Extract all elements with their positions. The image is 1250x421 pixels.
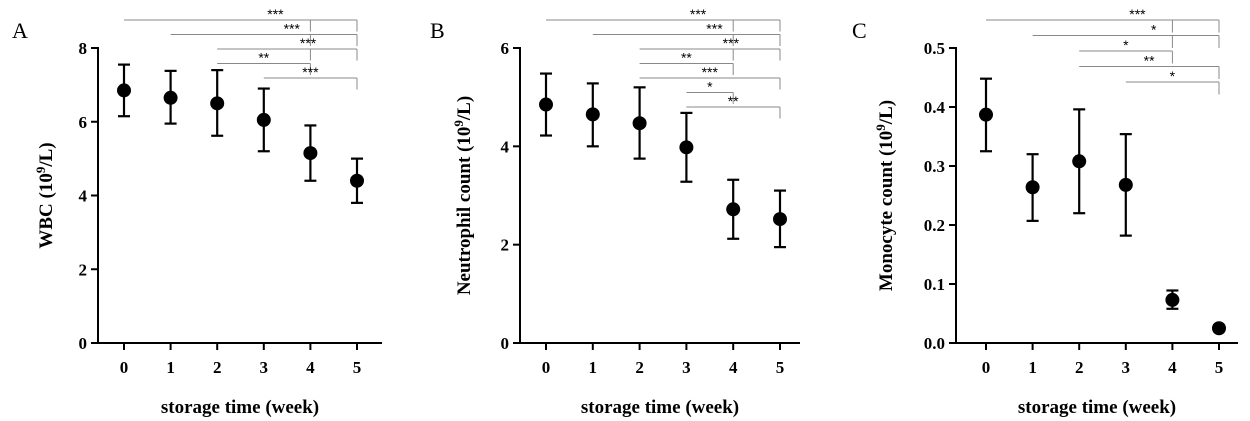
- data-point: [1025, 180, 1040, 195]
- significance-label: **: [258, 50, 269, 66]
- significance-label: ***: [284, 21, 301, 37]
- x-tick-label: 3: [260, 358, 269, 377]
- x-tick-label: 0: [982, 358, 991, 377]
- y-axis-title-unit: /L): [876, 100, 897, 125]
- y-axis-title-unit: /L): [36, 142, 57, 167]
- y-axis-title-unit: /L): [454, 96, 475, 121]
- x-tick-label: 1: [1028, 358, 1037, 377]
- x-tick-label: 1: [589, 358, 598, 377]
- data-point: [585, 107, 600, 122]
- data-point: [1118, 177, 1133, 192]
- x-tick-label: 0: [542, 358, 551, 377]
- x-tick-label: 2: [635, 358, 644, 377]
- panel-c: C 0.0 0.1 0.2 0.3 0.4 0.5 0 1 2 3 4 5 storage time (…: [852, 6, 1238, 418]
- significance-label: ***: [300, 35, 317, 51]
- data-point: [210, 96, 225, 111]
- y-tick-label: 4: [79, 187, 88, 206]
- data-point: [117, 83, 131, 98]
- significance-label: ***: [723, 35, 740, 51]
- significance-label: ***: [267, 6, 284, 22]
- data-point: [679, 140, 694, 155]
- data-point: [726, 202, 741, 217]
- y-tick-label: 2: [79, 260, 88, 279]
- x-tick-label: 3: [682, 358, 691, 377]
- y-tick-label: 6: [501, 39, 510, 58]
- panel-a: A 0 2 4 6 8 0 1 2 3 4 5 storage time (week) WBC (109…: [12, 6, 382, 418]
- significance-label: ***: [702, 64, 719, 80]
- x-tick-label: 4: [729, 358, 738, 377]
- significance-label: **: [1144, 53, 1155, 69]
- y-tick-label: 4: [501, 137, 510, 156]
- y-axis-title-superscript: 9: [873, 124, 888, 131]
- plot-area-c: 0.0 0.1 0.2 0.3 0.4 0.5 0 1 2 3 4 5 storage time (we…: [873, 6, 1238, 418]
- y-tick-label: 0.1: [924, 275, 945, 294]
- y-tick-label: 0.2: [924, 216, 945, 235]
- y-axis-title: Neutrophil count (109/L): [451, 96, 475, 295]
- significance-label: *: [707, 79, 713, 95]
- data-point: [539, 97, 553, 112]
- y-axis-title-text: WBC (10: [36, 173, 57, 248]
- x-tick-label: 3: [1122, 358, 1131, 377]
- data-point: [1212, 321, 1226, 336]
- y-tick-label: 8: [79, 39, 88, 58]
- y-axis-title-text: Neutrophil count (10: [454, 127, 475, 296]
- y-tick-label: 0.5: [924, 39, 945, 58]
- x-tick-label: 5: [776, 358, 785, 377]
- y-tick-label: 0.3: [924, 157, 945, 176]
- panel-b: B 0 2 4 6 0 1 2 3 4 5 storage time (week) Neutrophi…: [430, 6, 800, 418]
- x-tick-label: 1: [166, 358, 175, 377]
- data-point: [303, 146, 318, 161]
- panel-letter-c: C: [852, 18, 867, 43]
- data-point: [163, 90, 178, 105]
- y-axis-title-superscript: 9: [451, 120, 466, 127]
- x-axis-title: storage time (week): [581, 397, 739, 418]
- data-point: [1072, 154, 1087, 169]
- significance-label: *: [1170, 68, 1176, 84]
- y-axis-title: Monocyte count (109/L): [873, 100, 897, 291]
- significance-label: **: [728, 93, 739, 109]
- x-tick-label: 2: [213, 358, 222, 377]
- y-axis-title: WBC (109/L): [33, 142, 57, 248]
- y-tick-label: 0.4: [924, 98, 946, 117]
- significance-label: **: [681, 50, 692, 66]
- data-point: [350, 173, 364, 188]
- significance-label: ***: [690, 6, 707, 22]
- significance-label: ***: [1129, 6, 1146, 22]
- x-tick-label: 4: [1168, 358, 1177, 377]
- y-axis-title-superscript: 9: [33, 166, 48, 173]
- y-tick-label: 2: [501, 236, 510, 255]
- x-axis-title: storage time (week): [161, 397, 319, 418]
- data-point: [632, 116, 647, 131]
- y-axis-title-text: Monocyte count (10: [876, 131, 897, 291]
- plot-area-a: 0 2 4 6 8 0 1 2 3 4 5 storage time (week) WBC (109/L…: [33, 6, 382, 418]
- significance-label: ***: [302, 64, 319, 80]
- y-tick-label: 0.0: [924, 334, 945, 353]
- plot-area-b: 0 2 4 6 0 1 2 3 4 5 storage time (week) Neutrophil …: [451, 6, 800, 418]
- significance-label: ***: [706, 21, 723, 37]
- y-tick-label: 0: [79, 334, 88, 353]
- data-point: [256, 112, 271, 127]
- significance-label: *: [1151, 22, 1157, 38]
- x-tick-label: 5: [1215, 358, 1224, 377]
- significance-label: *: [1123, 37, 1129, 53]
- x-tick-label: 2: [1075, 358, 1084, 377]
- x-tick-label: 5: [353, 358, 362, 377]
- y-tick-label: 0: [501, 334, 510, 353]
- data-point: [979, 107, 993, 122]
- panel-letter-b: B: [430, 18, 445, 43]
- y-tick-label: 6: [79, 113, 88, 132]
- data-point: [773, 212, 787, 227]
- x-axis-title: storage time (week): [1018, 397, 1176, 418]
- x-tick-label: 0: [120, 358, 129, 377]
- data-point: [1165, 292, 1180, 307]
- x-tick-label: 4: [306, 358, 315, 377]
- panel-letter-a: A: [12, 18, 28, 43]
